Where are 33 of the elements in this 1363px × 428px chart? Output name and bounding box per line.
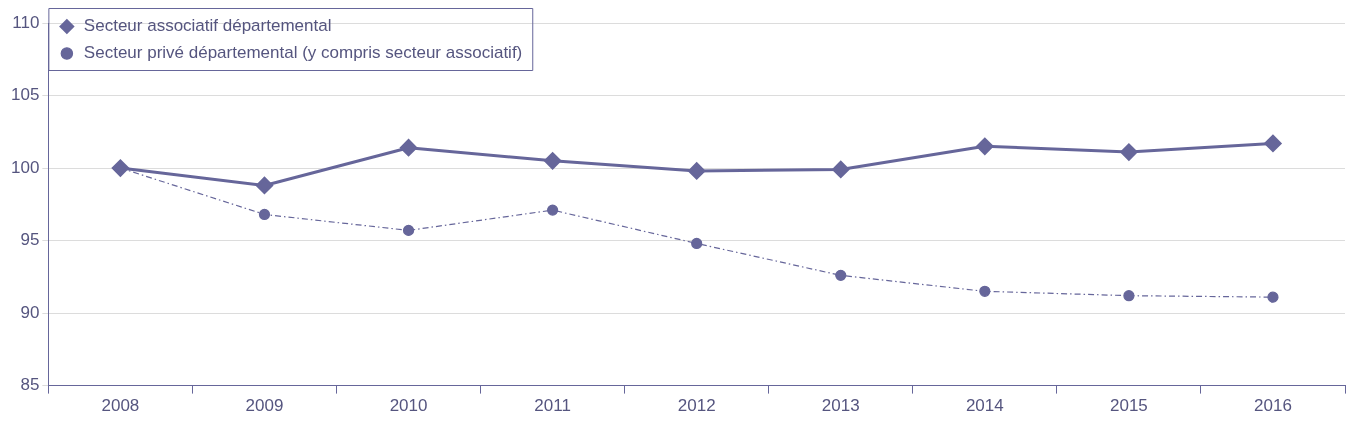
y-tick-label: 90: [20, 302, 40, 322]
x-tick-label: 2014: [965, 396, 1004, 416]
x-tick-label: 2009: [245, 396, 284, 416]
point: [1264, 134, 1282, 152]
point: [402, 224, 415, 237]
point: [979, 285, 991, 297]
x-tick-label: 2012: [677, 396, 716, 416]
x-tick-label: 2010: [389, 396, 428, 416]
point: [400, 139, 418, 157]
y-tick-label: 85: [20, 375, 40, 395]
y-tick-label: 95: [20, 230, 40, 250]
point: [1120, 143, 1138, 161]
x-tick-label: 2008: [101, 396, 140, 416]
point: [832, 160, 850, 178]
legend-label: Secteur associatif départemental: [83, 16, 332, 36]
point: [258, 208, 271, 221]
point: [688, 162, 706, 180]
y-tick-label: 110: [12, 12, 40, 32]
point: [1267, 291, 1279, 303]
x-tick-label: 2015: [1109, 396, 1148, 416]
point: [544, 152, 562, 170]
legend-label: Secteur privé départemental (y compris secteur associatif): [83, 43, 523, 63]
point: [691, 237, 703, 250]
point: [255, 176, 273, 194]
x-tick-label: 2011: [534, 396, 571, 416]
point: [547, 204, 559, 216]
x-tick-label: 2016: [1254, 396, 1292, 416]
x-tick-label: 2013: [821, 396, 860, 416]
point: [1123, 290, 1135, 302]
y-tick-label: 105: [10, 85, 40, 105]
point: [835, 269, 847, 281]
point: [976, 137, 994, 155]
y-tick-label: 100: [10, 157, 40, 177]
